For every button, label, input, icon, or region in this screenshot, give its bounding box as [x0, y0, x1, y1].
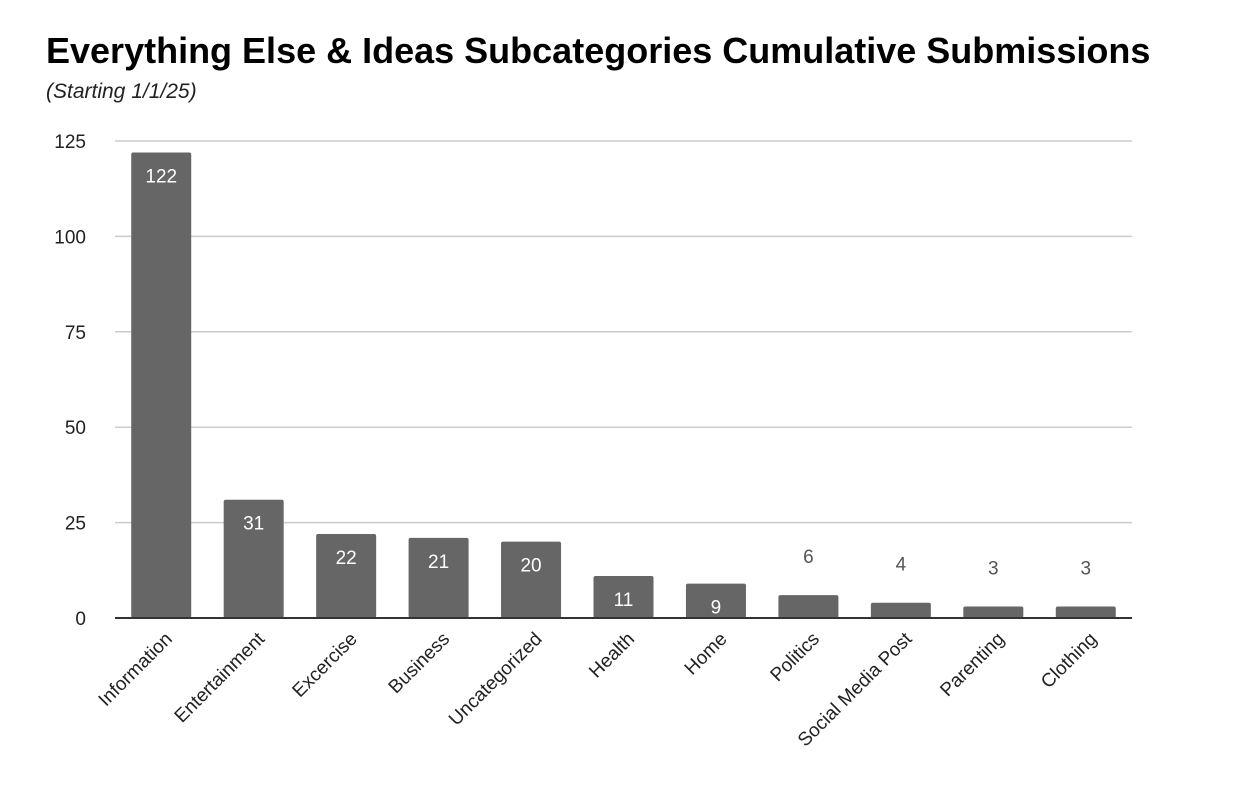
y-tick-label: 0: [75, 609, 86, 630]
bar: [778, 595, 839, 618]
x-category-label: Clothing: [1037, 629, 1101, 693]
x-category-label: Business: [385, 629, 454, 698]
bar: [316, 534, 377, 618]
data-label: 3: [988, 559, 999, 580]
bar: [1055, 606, 1116, 618]
chart-subtitle: (Starting 1/1/25): [46, 80, 197, 103]
x-category-label: Information: [95, 629, 177, 711]
y-tick-label: 75: [65, 323, 86, 344]
data-label: 122: [145, 166, 177, 187]
bar: [593, 576, 654, 618]
x-category-label: Excercise: [289, 629, 362, 702]
y-tick-label: 25: [65, 514, 86, 535]
bar: [870, 602, 931, 618]
y-tick-label: 100: [54, 227, 86, 248]
data-label: 11: [614, 590, 634, 611]
bar: [685, 583, 746, 618]
x-category-label: Health: [585, 629, 639, 683]
data-label: 3: [1080, 559, 1091, 580]
data-label: 6: [803, 547, 814, 568]
data-label: 20: [520, 556, 541, 577]
data-label: 31: [243, 514, 264, 535]
x-category-label: Home: [681, 629, 732, 680]
bars: [131, 152, 1116, 618]
y-axis-ticks: 0 25 50 75 100 125: [54, 132, 86, 630]
data-labels: 122 31 22 21 20 11 9 6 4 3 3: [145, 166, 1091, 618]
bar: [408, 537, 469, 618]
data-label: 4: [896, 555, 907, 576]
bar: [223, 499, 284, 618]
gridlines: [115, 140, 1132, 524]
x-category-label: Politics: [767, 629, 824, 686]
chart-title: Everything Else & Ideas Subcategories Cu…: [46, 30, 1151, 71]
x-category-label: Uncategorized: [445, 629, 546, 730]
x-category-label: Parenting: [936, 629, 1008, 701]
y-tick-label: 125: [54, 132, 86, 153]
data-label: 9: [711, 598, 722, 619]
data-label: 21: [428, 552, 449, 573]
bar: [131, 152, 192, 618]
bar: [501, 541, 562, 618]
x-category-label: Entertainment: [171, 628, 270, 727]
data-label: 22: [336, 548, 357, 569]
y-tick-label: 50: [65, 418, 86, 439]
bar: [963, 606, 1024, 618]
